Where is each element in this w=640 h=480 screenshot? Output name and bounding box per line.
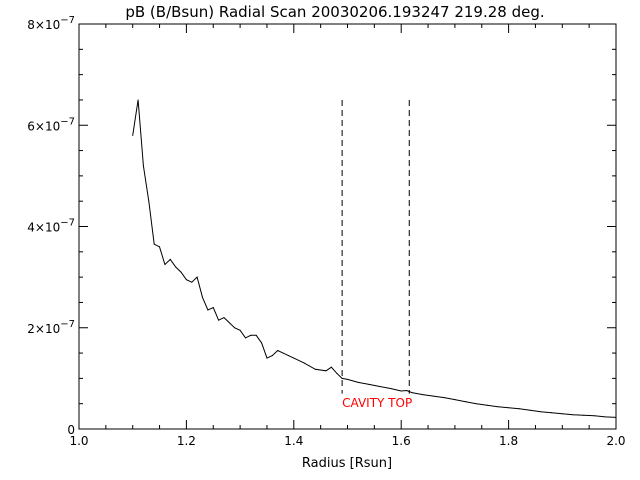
data-point [583, 414, 585, 416]
y-tick-mantissa: 0 [67, 423, 75, 437]
data-point [475, 403, 477, 405]
data-point [142, 165, 144, 167]
data-point [282, 352, 284, 354]
data-point [159, 246, 161, 248]
y-tick-mantissa: 6×10 [27, 119, 60, 133]
y-tick-label: 8×10−7 [27, 15, 75, 32]
data-point [615, 416, 617, 418]
plot-frame [78, 23, 617, 430]
data-point [185, 279, 187, 281]
data-point [551, 412, 553, 414]
data-point [497, 406, 499, 408]
data-point [244, 337, 246, 339]
markers-layer [341, 99, 410, 394]
data-point [379, 385, 381, 387]
data-point [191, 281, 193, 283]
x-tick-label: 1.0 [69, 434, 88, 448]
data-point [164, 263, 166, 265]
x-tick-label: 1.2 [177, 434, 196, 448]
data-point [604, 416, 606, 418]
x-axis-title: Radius [Rsun] [302, 456, 392, 471]
y-tick-mantissa: 4×10 [27, 221, 60, 235]
data-point [212, 307, 214, 308]
data-point [234, 327, 236, 329]
cavity-top-annotation: CAVITY TOP [342, 396, 412, 410]
y-tick-label: 2×10−7 [27, 319, 75, 336]
data-point [223, 317, 225, 319]
data-point [411, 392, 413, 394]
data-point [180, 271, 182, 273]
data-point [169, 258, 171, 260]
data-point [153, 243, 155, 245]
data-point [486, 404, 488, 406]
data-point [422, 394, 424, 396]
data-point [336, 372, 338, 374]
pb-radial-profile-line [132, 99, 617, 418]
y-tick-exponent: −7 [60, 218, 75, 229]
data-point [347, 378, 348, 380]
axis-ticks: 1.0 1.2 1.4 1.6 1.8 2.002×10−74×10−76×10−78×1… [27, 15, 625, 448]
data-point [207, 309, 209, 311]
data-point [271, 355, 273, 357]
data-point [508, 407, 510, 409]
data-point [518, 408, 520, 410]
data-point [330, 366, 332, 368]
data-point [202, 296, 204, 298]
y-tick-label: 6×10−7 [27, 116, 75, 133]
y-tick-label: 4×10−7 [27, 218, 75, 235]
data-point [389, 388, 391, 389]
data-point [196, 276, 198, 278]
x-tick-label: 1.4 [284, 434, 303, 448]
data-point [357, 381, 359, 383]
data-point [465, 401, 467, 403]
data-point [400, 390, 402, 392]
data-point [314, 368, 316, 370]
data-point [132, 134, 134, 136]
data-point [228, 322, 230, 324]
y-tick-label: 0 [67, 423, 75, 437]
data-point [432, 395, 434, 397]
data-point [218, 319, 220, 321]
data-point [287, 355, 289, 357]
data-point [255, 334, 257, 336]
series-layer [132, 99, 617, 418]
y-tick-mantissa: 2×10 [27, 322, 60, 336]
data-point [277, 350, 279, 352]
data-point [293, 357, 295, 359]
chart-title: pB (B/Bsun) Radial Scan 20030206.193247 … [125, 3, 544, 21]
x-tick-label: 2.0 [606, 434, 625, 448]
y-tick-mantissa: 8×10 [27, 18, 60, 32]
data-point [454, 399, 456, 401]
annotations-layer: CAVITY TOP [342, 396, 412, 410]
data-point [175, 266, 177, 268]
data-point [594, 415, 596, 417]
y-tick-exponent: −7 [60, 116, 75, 127]
data-point [540, 411, 542, 413]
data-point [137, 99, 139, 101]
data-point [239, 329, 241, 331]
data-point [443, 397, 445, 399]
data-point [406, 390, 408, 392]
data-point [325, 370, 327, 372]
data-point [572, 414, 574, 416]
y-tick-exponent: −7 [60, 15, 75, 26]
data-point [148, 200, 150, 202]
x-tick-label: 1.8 [499, 434, 518, 448]
data-point [250, 334, 252, 336]
data-point [304, 362, 306, 364]
data-point [368, 383, 370, 385]
data-point [561, 413, 563, 415]
data-point [261, 342, 263, 344]
y-tick-exponent: −7 [60, 319, 75, 330]
x-tick-label: 1.6 [392, 434, 411, 448]
data-point [529, 409, 531, 411]
data-point [266, 357, 268, 359]
data-point [341, 377, 343, 379]
